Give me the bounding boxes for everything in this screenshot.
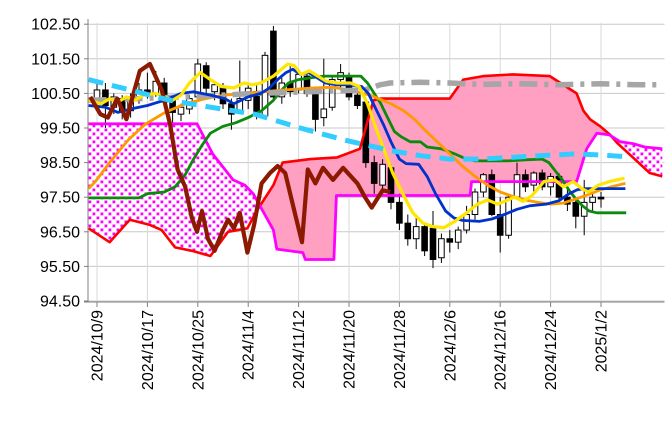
series-line-gray-dashdot [88, 79, 660, 104]
y-axis-label: 94.50 [40, 294, 80, 311]
x-axis-label: 2024/11/12 [291, 310, 308, 389]
cloud-dotted-region [611, 136, 663, 177]
candle-body-up [438, 238, 445, 259]
candle-body-down [370, 162, 378, 184]
y-axis-label: 99.50 [40, 121, 80, 138]
candle-body-down [354, 94, 361, 107]
cloud-solid-region [260, 74, 612, 260]
y-axis-label: 98.50 [40, 155, 80, 172]
series-line-blue [88, 67, 626, 223]
x-axis-label: 2024/10/9 [90, 310, 107, 381]
candle-body-down [572, 201, 580, 217]
x-axis-label: 2024/10/17 [140, 310, 157, 390]
x-axis-label: 2024/12/6 [442, 310, 459, 381]
candle-body-up [379, 163, 386, 186]
candle-body-up [513, 174, 521, 198]
candle-body-down [404, 222, 412, 240]
candle-body-up [505, 196, 512, 236]
candle-body-up [463, 214, 470, 231]
candle-body-up [320, 108, 328, 119]
candle-body-down [396, 201, 403, 224]
x-axis-label: 2025/1/2 [594, 310, 611, 372]
y-axis-label: 100.50 [31, 86, 80, 103]
y-axis-label: 97.50 [40, 190, 80, 207]
candle-body-down [446, 238, 454, 243]
y-axis-label: 101.50 [31, 51, 80, 68]
series-line-dark-red [88, 61, 391, 255]
candle-body-up [211, 84, 218, 93]
candle-body-down [429, 227, 437, 260]
axes: 102.50 101.50 100.50 99.50 98.50 97.50 96.50 95… [31, 17, 665, 390]
candle-body-down [597, 196, 605, 200]
candle-body-down [270, 30, 277, 98]
x-axis-label: 2024/12/16 [493, 310, 510, 390]
x-axis-label: 2024/11/28 [392, 310, 409, 389]
y-axis-label: 95.50 [40, 259, 80, 276]
series-line-orange [88, 85, 626, 206]
overlay-lines [88, 61, 663, 261]
candle-body-down [488, 174, 496, 216]
series-line-yellow [88, 62, 625, 230]
series-line-cyan-dashed [88, 77, 623, 162]
candle-body-up [177, 106, 185, 115]
candle-body-down [345, 75, 353, 98]
x-axis-label: 2024/11/20 [342, 310, 359, 389]
series-cloud-boundary-red [88, 73, 663, 258]
x-axis-label: 2024/12/24 [543, 310, 560, 390]
candle-body-down [496, 214, 504, 236]
candle-body-up [412, 226, 420, 240]
series-cloud-boundary-magenta [88, 122, 663, 261]
y-axis-label: 102.50 [31, 17, 80, 34]
ichimoku-cloud [88, 74, 663, 260]
candle-body-up [589, 196, 596, 203]
candle-body-down [312, 91, 319, 120]
candle-body-up [454, 229, 462, 243]
candle-body-up [530, 172, 538, 186]
x-axis-label: 2024/10/25 [190, 310, 207, 390]
y-axis-label: 96.50 [40, 224, 80, 241]
series-line-green [88, 74, 627, 215]
cloud-dotted-region [88, 123, 260, 256]
candle-body-down [421, 226, 428, 252]
x-axis-label: 2024/11/4 [241, 310, 258, 380]
